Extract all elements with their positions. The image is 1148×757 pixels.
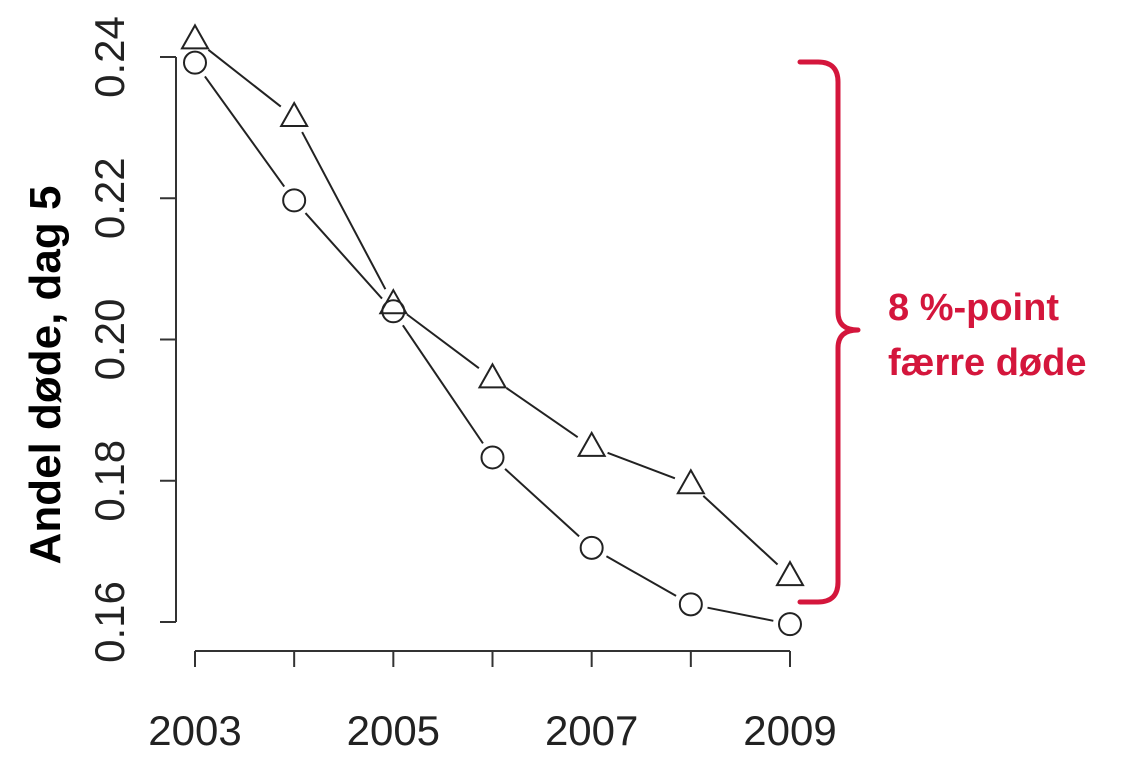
series-triangle-segment <box>406 313 480 369</box>
series-triangle-segment <box>207 49 282 108</box>
triangle-data-point <box>775 560 805 587</box>
circle-data-point <box>381 299 406 324</box>
circle-data-point <box>183 50 207 75</box>
series-circle-segment <box>504 468 580 538</box>
circle-data-point <box>678 592 703 617</box>
y-tick-label: 0.18 <box>86 440 133 522</box>
triangle-data-point <box>477 362 508 389</box>
axes <box>160 56 791 667</box>
series-circle-segment <box>605 555 677 597</box>
series-triangle-segment <box>301 131 387 290</box>
x-tick-label: 2005 <box>347 707 440 754</box>
circle-data-point <box>282 188 307 213</box>
series-group <box>180 23 805 637</box>
y-tick-label: 0.22 <box>86 157 133 239</box>
triangle-data-point <box>279 100 309 128</box>
annotation-group: 8 %-point færre døde <box>797 59 1086 605</box>
series-circle-segment <box>402 324 484 444</box>
circle-data-point <box>579 535 604 560</box>
triangle-data-point <box>576 430 607 457</box>
triangle-data-point <box>378 288 409 315</box>
axis-labels: 0.16 0.18 0.20 0.22 0.24 2003 2005 2007 2009 <box>86 16 837 754</box>
series-triangle-segment <box>702 495 779 566</box>
x-tick-label: 2007 <box>545 707 638 754</box>
triangle-data-point <box>180 23 210 50</box>
annotation-brace <box>797 59 861 605</box>
circle-data-point <box>480 445 505 470</box>
y-tick-label: 0.20 <box>86 299 133 381</box>
series-triangle-segment <box>505 387 579 439</box>
x-tick-label: 2003 <box>148 707 241 754</box>
series-circle-segment <box>304 212 383 300</box>
annotation-line-1: 8 %-point <box>888 287 1059 329</box>
series-triangle-segment <box>607 451 676 480</box>
y-tick-label: 0.24 <box>86 16 133 98</box>
circle-data-point <box>778 612 802 637</box>
x-tick-label: 2009 <box>743 707 836 754</box>
series-circle-segment <box>707 606 774 622</box>
y-tick-label: 0.16 <box>86 581 133 663</box>
triangle-data-point <box>676 468 706 495</box>
series-circle-segment <box>204 75 286 188</box>
annotation-line-2: færre døde <box>888 342 1086 384</box>
y-axis-label: Andel døde, dag 5 <box>21 186 70 565</box>
